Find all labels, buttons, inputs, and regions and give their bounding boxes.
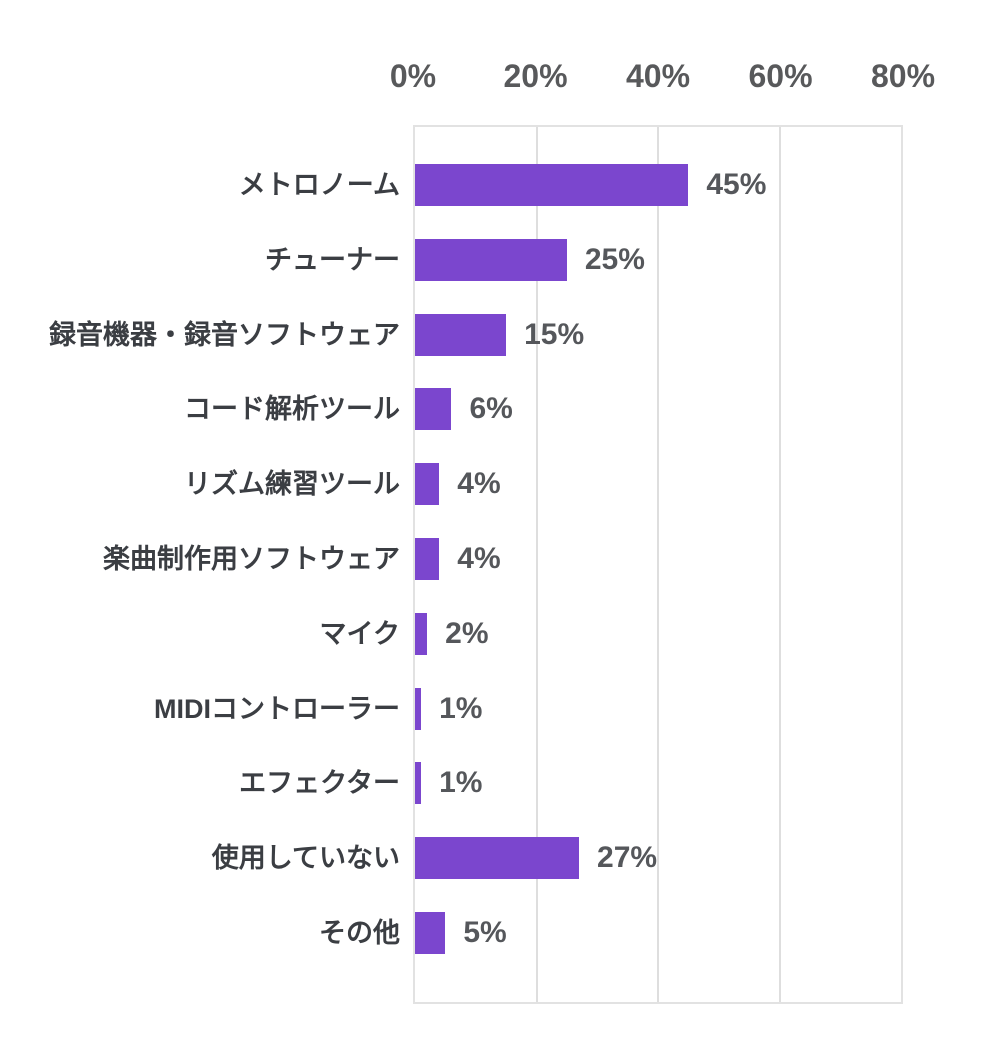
value-label: 27% bbox=[597, 841, 658, 875]
x-axis-tick-label: 20% bbox=[503, 58, 568, 94]
category-label: 楽曲制作用ソフトウェア bbox=[103, 544, 400, 574]
bar bbox=[415, 762, 422, 805]
bar bbox=[415, 313, 507, 356]
category-label: MIDIコントローラー bbox=[154, 693, 400, 724]
value-label: 4% bbox=[457, 542, 501, 575]
bar bbox=[415, 238, 567, 281]
bar bbox=[415, 612, 428, 655]
gridline bbox=[778, 127, 781, 1002]
bar bbox=[415, 837, 580, 880]
category-label: コード解析ツール bbox=[184, 394, 400, 425]
value-label: 4% bbox=[457, 467, 501, 501]
x-axis-tick-label: 60% bbox=[748, 58, 813, 94]
value-label: 25% bbox=[584, 242, 645, 276]
x-axis-tick-label: 40% bbox=[625, 58, 691, 94]
value-label: 1% bbox=[439, 766, 483, 800]
value-label: 45% bbox=[706, 168, 767, 201]
value-label: 1% bbox=[439, 691, 483, 725]
value-label: 6% bbox=[469, 392, 513, 426]
bar bbox=[415, 164, 689, 206]
category-label: 録音機器・録音ソフトウェア bbox=[49, 319, 400, 350]
category-label: エフェクター bbox=[239, 768, 400, 799]
value-label: 15% bbox=[524, 317, 585, 351]
bar bbox=[415, 388, 452, 431]
gridline bbox=[657, 127, 659, 1002]
category-label: リズム練習ツール bbox=[184, 469, 400, 500]
category-label: その他 bbox=[319, 918, 400, 948]
bar bbox=[415, 687, 422, 730]
category-label: メトロノーム bbox=[238, 170, 400, 200]
gridline bbox=[535, 127, 538, 1002]
bar bbox=[415, 538, 440, 580]
category-label: 使用していない bbox=[211, 843, 400, 874]
bar bbox=[415, 912, 446, 954]
x-axis-tick-label: 0% bbox=[389, 58, 437, 94]
x-axis-tick-label: 80% bbox=[870, 58, 936, 94]
bar bbox=[415, 463, 440, 506]
category-label: チューナー bbox=[265, 244, 400, 275]
category-label: マイク bbox=[319, 618, 400, 649]
value-label: 5% bbox=[463, 916, 507, 949]
value-label: 2% bbox=[445, 616, 489, 650]
